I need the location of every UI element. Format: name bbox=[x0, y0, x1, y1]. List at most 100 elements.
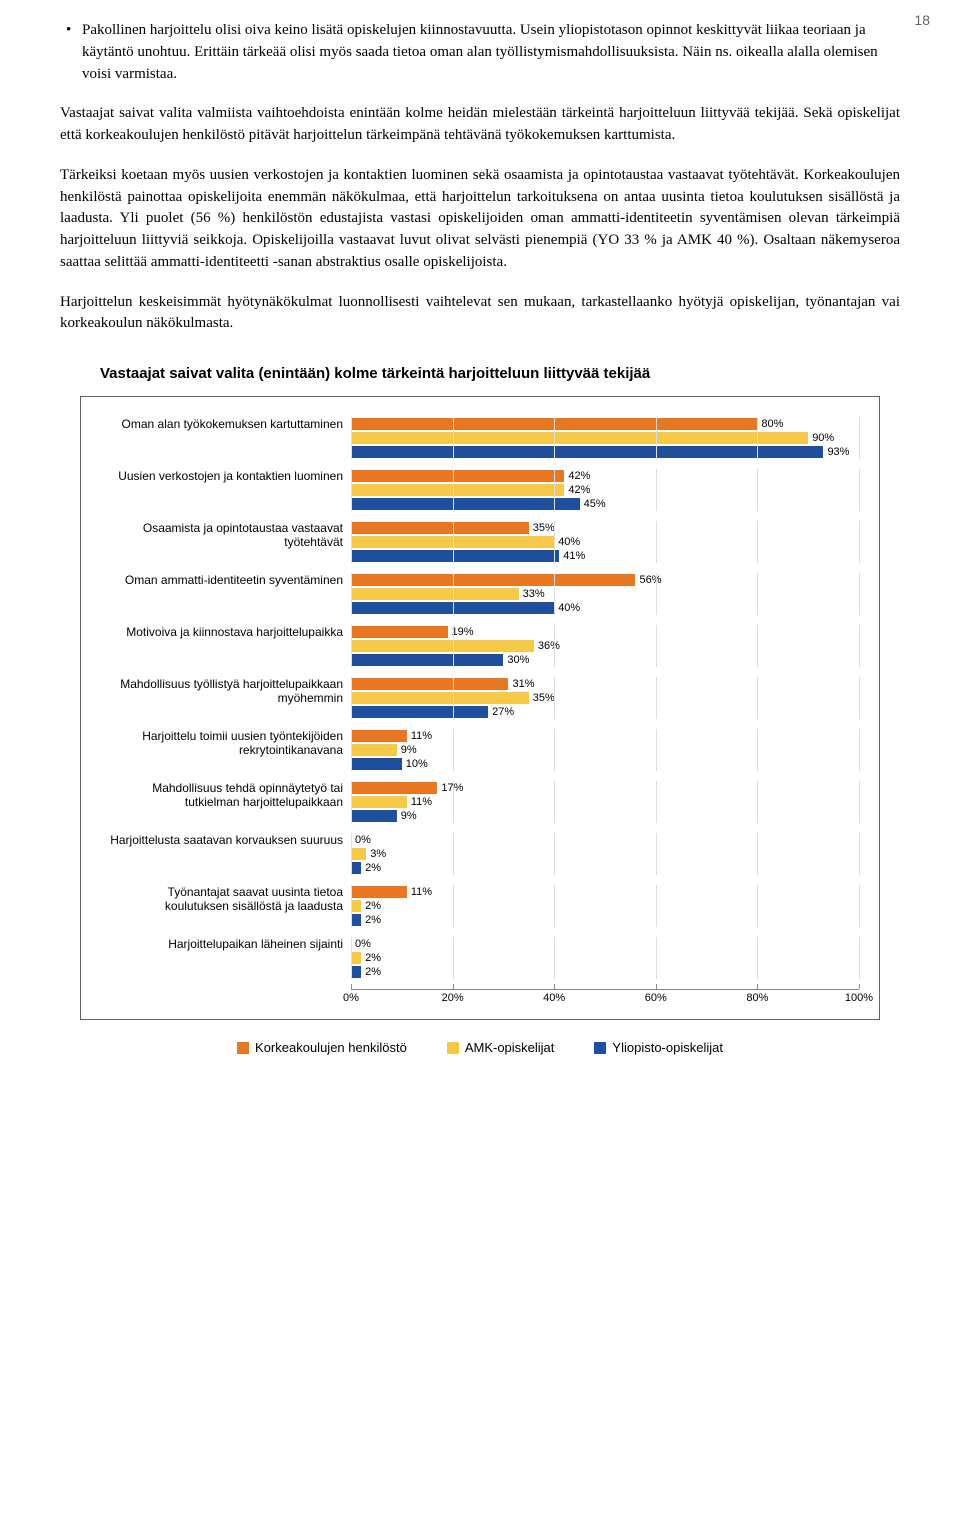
category-label: Harjoittelupaikan läheinen sijainti bbox=[101, 937, 351, 951]
bar-value-label: 11% bbox=[411, 730, 432, 742]
chart-category-row: Oman ammatti-identiteetin syventäminen56… bbox=[101, 573, 859, 615]
x-tick: 60% bbox=[645, 986, 667, 998]
x-tick: 40% bbox=[543, 986, 565, 998]
chart-category-row: Oman alan työkokemuksen kartuttaminen80%… bbox=[101, 417, 859, 459]
chart-category-row: Harjoittelusta saatavan korvauksen suuru… bbox=[101, 833, 859, 875]
bar-value-label: 3% bbox=[370, 848, 386, 860]
bar-value-label: 45% bbox=[584, 498, 606, 510]
category-label: Motivoiva ja kiinnostava harjoittelupaik… bbox=[101, 625, 351, 639]
bar-chart: Oman alan työkokemuksen kartuttaminen80%… bbox=[80, 396, 880, 1020]
legend-item: AMK-opiskelijat bbox=[447, 1040, 555, 1055]
bar-value-label: 90% bbox=[812, 432, 834, 444]
category-bars: 31% 35% 27% bbox=[351, 677, 859, 719]
x-tick: 100% bbox=[845, 986, 873, 998]
bar-wrap: 11% bbox=[351, 729, 859, 742]
bar bbox=[351, 692, 529, 704]
bar-wrap: 35% bbox=[351, 691, 859, 704]
bar-wrap: 45% bbox=[351, 497, 859, 510]
bar-wrap: 40% bbox=[351, 535, 859, 548]
bar-wrap: 90% bbox=[351, 431, 859, 444]
category-bars: 0%3%2% bbox=[351, 833, 859, 875]
category-bars: 11%9%10% bbox=[351, 729, 859, 771]
category-bars: 11% 2%2% bbox=[351, 885, 859, 927]
bar-value-label: 56% bbox=[639, 574, 661, 586]
bar-wrap: 2% bbox=[351, 861, 859, 874]
bar bbox=[351, 730, 407, 742]
x-tick: 20% bbox=[442, 986, 464, 998]
bar-value-label: 2% bbox=[365, 966, 381, 978]
category-label: Harjoittelusta saatavan korvauksen suuru… bbox=[101, 833, 351, 847]
legend-swatch bbox=[447, 1042, 459, 1054]
bar-wrap: 35% bbox=[351, 521, 859, 534]
chart-category-row: Harjoittelupaikan läheinen sijainti 0% 2% 2… bbox=[101, 937, 859, 979]
bar-wrap: 17% bbox=[351, 781, 859, 794]
chart-title: Vastaajat saivat valita (enintään) kolme… bbox=[100, 365, 900, 382]
bar-wrap: 27% bbox=[351, 705, 859, 718]
bar-value-label: 2% bbox=[365, 862, 381, 874]
legend-label: Korkeakoulujen henkilöstö bbox=[255, 1040, 407, 1055]
bar-wrap: 2% bbox=[351, 951, 859, 964]
bar-value-label: 11% bbox=[411, 796, 432, 808]
category-bars: 19%36%30% bbox=[351, 625, 859, 667]
bar-wrap: 31% bbox=[351, 677, 859, 690]
bar-value-label: 17% bbox=[441, 782, 463, 794]
legend-label: AMK-opiskelijat bbox=[465, 1040, 555, 1055]
body-paragraph: Harjoittelun keskeisimmät hyötynäkökulma… bbox=[60, 292, 900, 336]
bar-value-label: 19% bbox=[452, 626, 474, 638]
bar-value-label: 41% bbox=[563, 550, 585, 562]
bar-wrap: 10% bbox=[351, 757, 859, 770]
bar-value-label: 10% bbox=[406, 758, 428, 770]
category-bars: 42%42%45% bbox=[351, 469, 859, 511]
bar-value-label: 35% bbox=[533, 522, 555, 534]
page-number: 18 bbox=[914, 12, 930, 28]
bar-wrap: 2% bbox=[351, 965, 859, 978]
category-label: Uusien verkostojen ja kontaktien luomine… bbox=[101, 469, 351, 483]
category-label: Mahdollisuus työllistyä harjoittelupaikk… bbox=[101, 677, 351, 706]
category-label: Mahdollisuus tehdä opinnäytetyö tai tutk… bbox=[101, 781, 351, 810]
bar bbox=[351, 418, 757, 430]
bar bbox=[351, 626, 448, 638]
bar bbox=[351, 602, 554, 614]
bar-wrap: 41% bbox=[351, 549, 859, 562]
category-label: Osaamista ja opintotaustaa vastaavat työ… bbox=[101, 521, 351, 550]
body-paragraph: Vastaajat saivat valita valmiista vaihto… bbox=[60, 103, 900, 147]
chart-category-row: Motivoiva ja kiinnostava harjoittelupaik… bbox=[101, 625, 859, 667]
chart-category-row: Mahdollisuus tehdä opinnäytetyö tai tutk… bbox=[101, 781, 859, 823]
bar-value-label: 2% bbox=[365, 900, 381, 912]
bar-wrap: 2% bbox=[351, 913, 859, 926]
bar-wrap: 36% bbox=[351, 639, 859, 652]
legend-item: Korkeakoulujen henkilöstö bbox=[237, 1040, 407, 1055]
bar bbox=[351, 470, 564, 482]
category-label: Harjoittelu toimii uusien työntekijöiden… bbox=[101, 729, 351, 758]
bar-value-label: 27% bbox=[492, 706, 514, 718]
bar-value-label: 0% bbox=[355, 938, 371, 950]
category-bars: 56%33%40% bbox=[351, 573, 859, 615]
chart-category-row: Harjoittelu toimii uusien työntekijöiden… bbox=[101, 729, 859, 771]
x-tick: 0% bbox=[343, 986, 359, 998]
bar-wrap: 19% bbox=[351, 625, 859, 638]
bar-wrap: 3% bbox=[351, 847, 859, 860]
bar-value-label: 93% bbox=[827, 446, 849, 458]
bar-value-label: 31% bbox=[512, 678, 534, 690]
chart-legend: Korkeakoulujen henkilöstö AMK-opiskelijat… bbox=[60, 1040, 900, 1055]
chart-category-row: Työnantajat saavat uusinta tietoa koulut… bbox=[101, 885, 859, 927]
x-tick: 80% bbox=[746, 986, 768, 998]
chart-category-row: Osaamista ja opintotaustaa vastaavat työ… bbox=[101, 521, 859, 563]
bar bbox=[351, 574, 635, 586]
bar-wrap: 40% bbox=[351, 601, 859, 614]
bar-value-label: 40% bbox=[558, 536, 580, 548]
bar-wrap: 30% bbox=[351, 653, 859, 666]
bar bbox=[351, 432, 808, 444]
category-bars: 0% 2% 2% bbox=[351, 937, 859, 979]
bar-value-label: 2% bbox=[365, 952, 381, 964]
bar bbox=[351, 678, 508, 690]
bar bbox=[351, 484, 564, 496]
bar bbox=[351, 744, 397, 756]
category-bars: 35%40% 41% bbox=[351, 521, 859, 563]
legend-swatch bbox=[237, 1042, 249, 1054]
bar-wrap: 42% bbox=[351, 469, 859, 482]
legend-item: Yliopisto-opiskelijat bbox=[594, 1040, 723, 1055]
bar bbox=[351, 758, 402, 770]
bar-value-label: 35% bbox=[533, 692, 555, 704]
bar-wrap: 11% bbox=[351, 885, 859, 898]
